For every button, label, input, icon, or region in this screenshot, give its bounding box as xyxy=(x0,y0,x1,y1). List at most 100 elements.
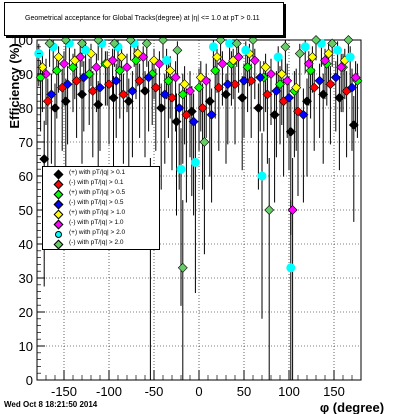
data-point xyxy=(350,72,361,83)
data-point xyxy=(42,96,53,107)
data-point xyxy=(253,103,264,113)
data-point xyxy=(242,62,253,73)
data-point xyxy=(327,38,338,49)
data-point xyxy=(39,154,50,164)
data-point xyxy=(154,58,165,69)
data-point xyxy=(255,72,266,83)
legend-entry: (-) with pT/|q| > 0.5 xyxy=(43,199,161,210)
data-point xyxy=(271,86,282,96)
data-point xyxy=(140,86,150,96)
y-tick-label: 30 xyxy=(19,271,33,286)
legend-entry: (-) with pT/|q| > 2.0 xyxy=(43,239,161,250)
x-tick-label: 150 xyxy=(323,384,345,399)
legend-entry: (+) with pT/|q| > 0.1 xyxy=(43,169,161,180)
data-point xyxy=(298,109,309,120)
data-point xyxy=(116,52,127,62)
data-point xyxy=(59,58,69,69)
data-point xyxy=(215,35,226,45)
chart-title-box: Geometrical acceptance for Global Tracks… xyxy=(4,2,284,36)
data-point xyxy=(118,89,129,100)
data-point xyxy=(286,263,296,273)
data-point xyxy=(131,55,141,66)
data-point xyxy=(273,52,283,62)
data-point xyxy=(87,86,98,96)
legend-entry: (-) with pT/|q| > 1.0 xyxy=(43,219,161,230)
data-point xyxy=(159,89,170,100)
data-point xyxy=(239,75,249,86)
data-point xyxy=(167,92,177,103)
data-point xyxy=(171,116,182,127)
data-point xyxy=(177,89,188,100)
x-tick-label: 50 xyxy=(237,384,251,399)
data-point xyxy=(162,55,172,65)
data-point xyxy=(127,86,138,96)
data-point xyxy=(185,86,195,96)
data-point xyxy=(114,65,125,76)
data-point xyxy=(93,99,104,110)
data-point xyxy=(104,79,114,90)
data-point xyxy=(37,62,48,73)
data-point xyxy=(231,38,242,49)
data-point xyxy=(266,69,276,79)
data-point xyxy=(41,69,51,79)
data-point xyxy=(221,89,231,100)
data-point xyxy=(287,205,298,215)
data-point xyxy=(345,52,355,62)
x-tick-label: 100 xyxy=(278,384,300,399)
data-point xyxy=(123,96,134,107)
data-point xyxy=(51,65,62,76)
y-tick-label: 70 xyxy=(19,135,33,150)
data-point xyxy=(170,72,181,83)
data-point xyxy=(75,52,86,62)
legend-marker xyxy=(53,169,64,180)
data-point xyxy=(246,75,257,86)
legend-marker xyxy=(53,199,64,210)
data-point xyxy=(334,92,345,103)
y-tick-label: 40 xyxy=(19,237,33,252)
legend-entry: (-) with pT/|q| > 0.1 xyxy=(43,179,161,190)
data-point xyxy=(181,109,192,120)
legend-label: (+) with pT/|q| > 1.0 xyxy=(69,209,126,216)
chart-title: Geometrical acceptance for Global Tracks… xyxy=(25,15,260,22)
axes: 0 10 20 30 40 50 60 70 80 90 100 -150 -100 -50 0 50 100 1… xyxy=(11,33,362,399)
data-point xyxy=(44,38,55,49)
data-point xyxy=(276,69,287,79)
data-point xyxy=(95,82,105,93)
data-point xyxy=(77,89,87,100)
data-point xyxy=(320,55,330,66)
data-point xyxy=(262,89,273,100)
data-point xyxy=(62,79,73,90)
data-point xyxy=(150,82,161,93)
data-point xyxy=(311,35,321,45)
data-point xyxy=(208,42,218,52)
data-point xyxy=(318,89,329,100)
data-point xyxy=(347,82,357,93)
data-point xyxy=(177,262,188,273)
data-point xyxy=(343,35,354,45)
data-point xyxy=(194,82,204,93)
data-point xyxy=(156,103,167,113)
x-tick-label: -50 xyxy=(145,384,164,399)
data-point xyxy=(269,109,280,120)
legend: (+) with pT/|q| > 0.1 (-) with pT/|q| > 0… xyxy=(42,166,160,250)
data-point xyxy=(241,45,251,55)
y-tick-label: 20 xyxy=(19,305,33,320)
data-point xyxy=(108,92,119,103)
data-point xyxy=(143,72,154,83)
legend-label: (-) with pT/|q| > 1.0 xyxy=(69,219,124,226)
data-point xyxy=(217,58,228,69)
data-point xyxy=(213,82,224,93)
data-point xyxy=(291,82,302,93)
data-point xyxy=(210,65,221,76)
data-point xyxy=(348,120,359,130)
data-point xyxy=(50,103,60,113)
x-tick-label: -100 xyxy=(96,384,122,399)
legend-label: (-) with pT/|q| > 2.0 xyxy=(69,239,124,246)
data-point xyxy=(122,62,132,73)
data-point xyxy=(93,35,104,45)
data-point xyxy=(325,79,336,90)
data-point xyxy=(138,52,149,62)
data-point xyxy=(305,65,316,76)
data-point xyxy=(336,62,347,73)
data-point xyxy=(323,48,334,59)
